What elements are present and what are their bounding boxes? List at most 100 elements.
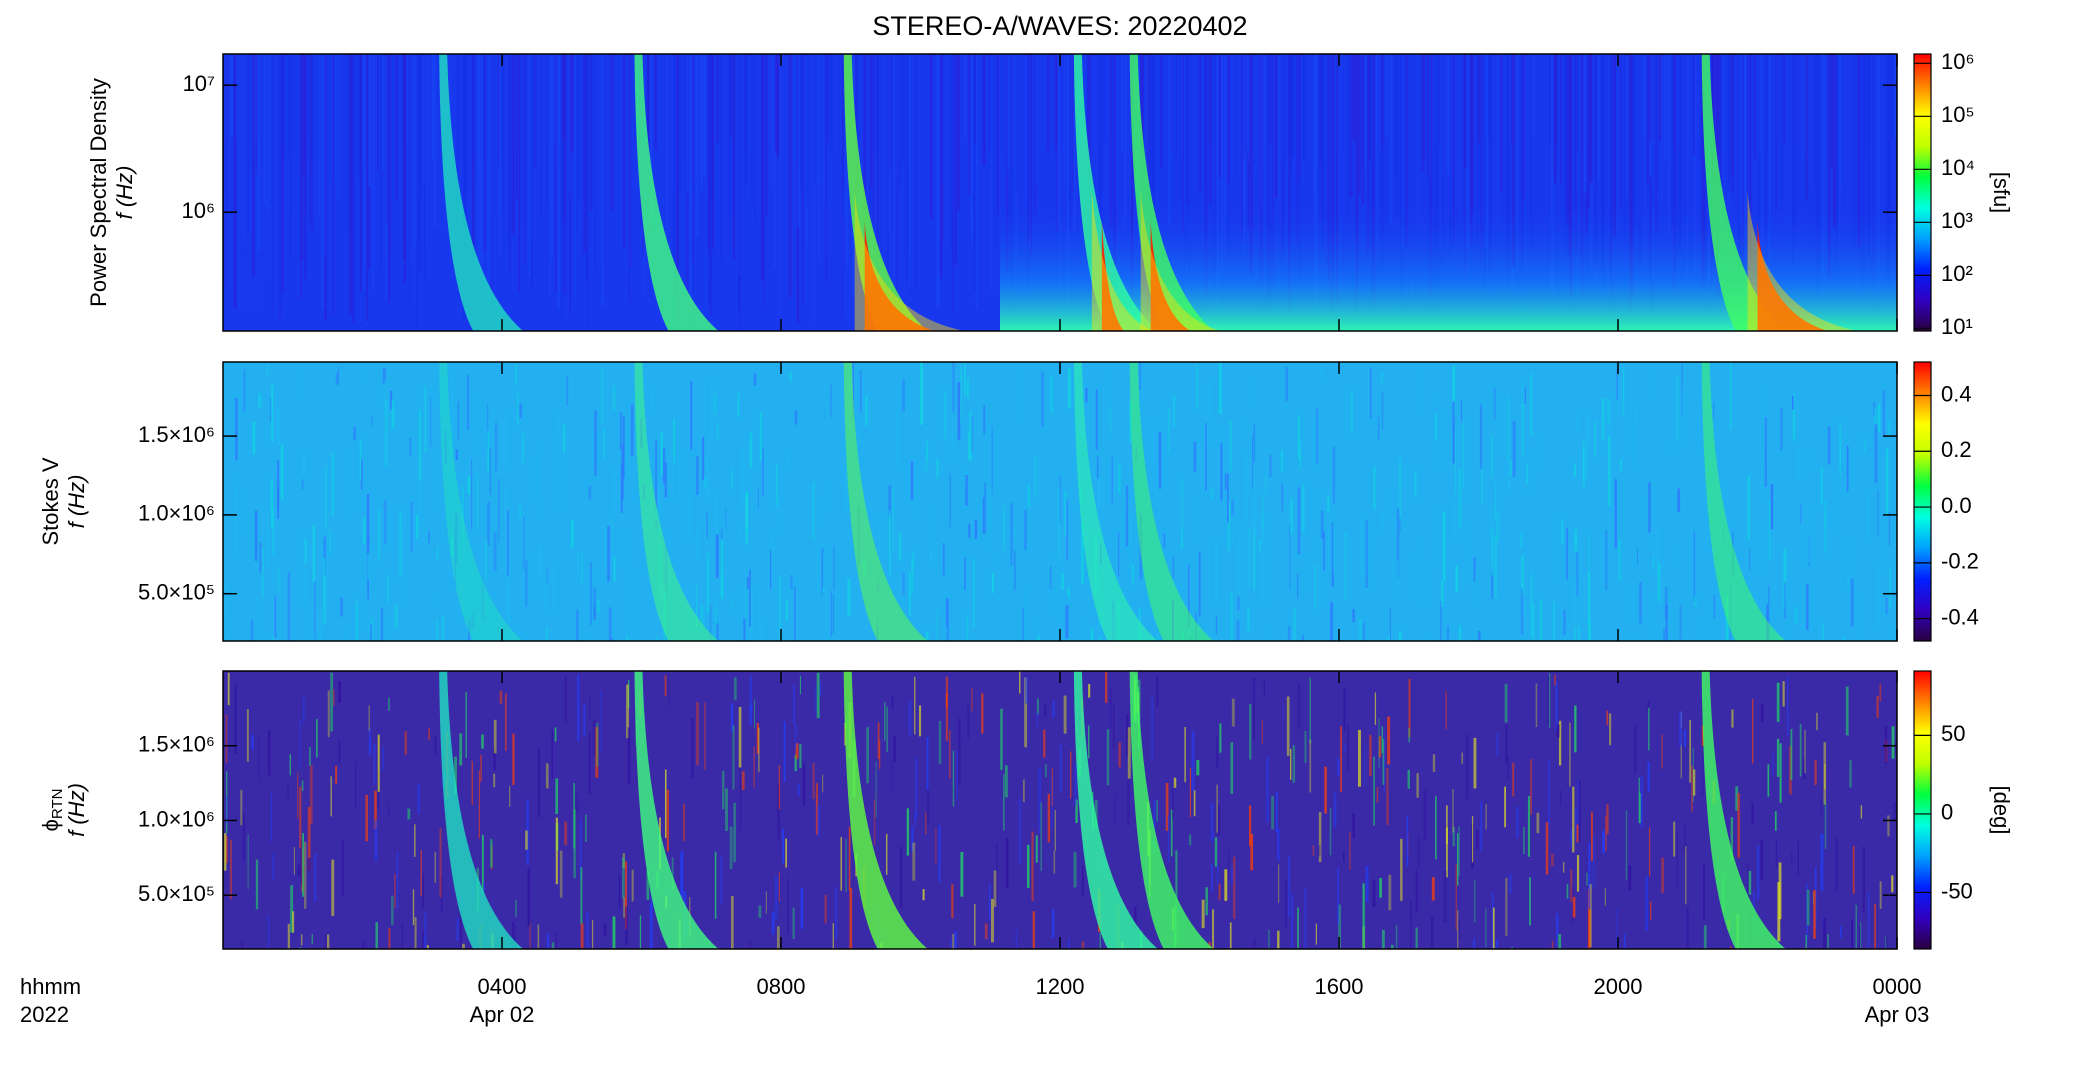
spectrogram-texture <box>573 809 576 879</box>
spectrogram-texture <box>577 552 580 570</box>
spectrogram-texture <box>1217 54 1221 178</box>
spectrogram-texture <box>354 760 357 810</box>
spectrogram-texture <box>1215 615 1217 635</box>
spectrogram-texture <box>585 814 587 843</box>
spectrogram-texture <box>1389 54 1393 224</box>
spectrogram-texture <box>911 556 914 595</box>
spectrogram-texture <box>1860 922 1862 949</box>
spectrogram-texture <box>1267 623 1269 641</box>
spectrogram-texture <box>327 690 330 738</box>
spectrogram-texture <box>564 821 568 846</box>
spectrogram-texture <box>277 565 280 590</box>
spectrogram-texture <box>1212 909 1215 949</box>
spectrogram-texture <box>1798 448 1801 480</box>
spectrogram-texture <box>737 54 741 331</box>
spectrogram-texture <box>1437 393 1440 413</box>
spectrogram-texture <box>622 415 625 478</box>
spectrogram-texture <box>668 672 670 708</box>
spectrogram-texture <box>1211 54 1214 254</box>
spectrogram-texture <box>305 941 307 949</box>
spectrogram-texture <box>1694 594 1697 607</box>
spectrogram-texture <box>1795 54 1798 254</box>
spectrogram-texture <box>769 550 772 590</box>
spectrogram-texture <box>301 934 303 946</box>
spectrogram-texture <box>1632 54 1635 230</box>
spectrogram-texture <box>1088 684 1091 698</box>
spectrogram-texture <box>1352 608 1355 623</box>
spectrogram-texture <box>1099 932 1101 949</box>
spectrogram-texture <box>1412 54 1415 234</box>
spectrogram-texture <box>1877 54 1880 285</box>
spectrogram-texture <box>649 902 653 949</box>
spectrogram-texture <box>656 637 659 641</box>
spectrogram-texture <box>1689 720 1692 783</box>
spectrogram-texture <box>1365 866 1369 903</box>
spectrogram-texture <box>1556 724 1560 738</box>
spectrogram-texture <box>1376 786 1379 803</box>
spectrogram-texture <box>971 688 973 712</box>
spectrogram-texture <box>794 586 796 641</box>
spectrogram-texture <box>664 769 667 838</box>
spectrogram-texture <box>865 395 868 427</box>
spectrogram-texture <box>1508 460 1511 491</box>
spectrogram-texture <box>1679 711 1682 747</box>
spectrogram-texture <box>1038 767 1042 834</box>
spectrogram-texture <box>1387 635 1391 641</box>
spectrogram-texture <box>1523 54 1525 167</box>
spectrogram-texture <box>783 721 786 782</box>
spectrogram-texture <box>888 54 891 235</box>
spectrogram-texture <box>716 424 719 439</box>
spectrogram-texture <box>1890 54 1893 236</box>
spectrogram-texture <box>852 362 854 419</box>
spectrogram-texture <box>624 861 628 930</box>
spectrogram-texture <box>1227 520 1230 551</box>
spectrogram-texture <box>738 54 741 276</box>
spectrogram-texture <box>1457 910 1459 949</box>
spectrogram-texture <box>525 830 528 850</box>
spectrogram-texture <box>1332 523 1335 574</box>
spectrogram-texture <box>1265 475 1267 494</box>
spectrogram-texture <box>1758 54 1761 151</box>
spectrogram-texture <box>583 704 586 737</box>
spectrogram-texture <box>1102 54 1106 141</box>
spectrogram-texture <box>360 459 363 490</box>
spectrogram-texture <box>1317 538 1321 608</box>
spectrogram-texture <box>1639 54 1641 264</box>
spectrogram-texture <box>1491 892 1494 949</box>
spectrogram-texture <box>1860 599 1862 641</box>
spectrogram-texture <box>1575 54 1578 255</box>
spectrogram-texture <box>750 584 754 632</box>
spectrogram-texture <box>1352 813 1355 839</box>
spectrogram-texture <box>1521 54 1524 284</box>
spectrogram-texture <box>351 54 353 218</box>
spectrogram-texture <box>594 410 597 477</box>
spectrogram-texture <box>596 722 599 767</box>
spectrogram-texture <box>537 924 540 949</box>
spectrogram-texture <box>1396 508 1400 578</box>
spectrogram-texture <box>1536 432 1540 467</box>
spectrogram-texture <box>1216 864 1219 886</box>
spectrogram-texture <box>302 697 305 723</box>
spectrogram-texture <box>1867 491 1871 540</box>
spectrogram-texture <box>886 833 888 875</box>
spectrogram-texture <box>1717 54 1721 199</box>
spectrogram-texture <box>859 369 862 413</box>
spectrogram-texture <box>336 54 339 199</box>
spectrogram-texture <box>1606 804 1609 835</box>
spectrogram-texture <box>775 54 778 152</box>
spectrogram-texture <box>576 609 579 641</box>
y-axis-label-text: ϕ <box>38 819 63 831</box>
spectrogram-texture <box>994 54 997 250</box>
spectrogram-texture <box>390 54 392 256</box>
spectrogram-texture <box>958 718 961 786</box>
spectrogram-texture <box>907 54 909 249</box>
spectrogram-texture <box>771 911 775 935</box>
spectrogram-texture <box>1568 54 1572 256</box>
spectrogram-texture <box>1237 596 1240 611</box>
spectrogram-texture <box>338 740 341 764</box>
spectrogram-texture <box>1547 675 1550 723</box>
spectrogram-texture <box>1414 54 1418 280</box>
spectrogram-texture <box>241 941 244 949</box>
spectrogram-texture <box>588 732 591 794</box>
spectrogram-texture <box>849 888 853 949</box>
